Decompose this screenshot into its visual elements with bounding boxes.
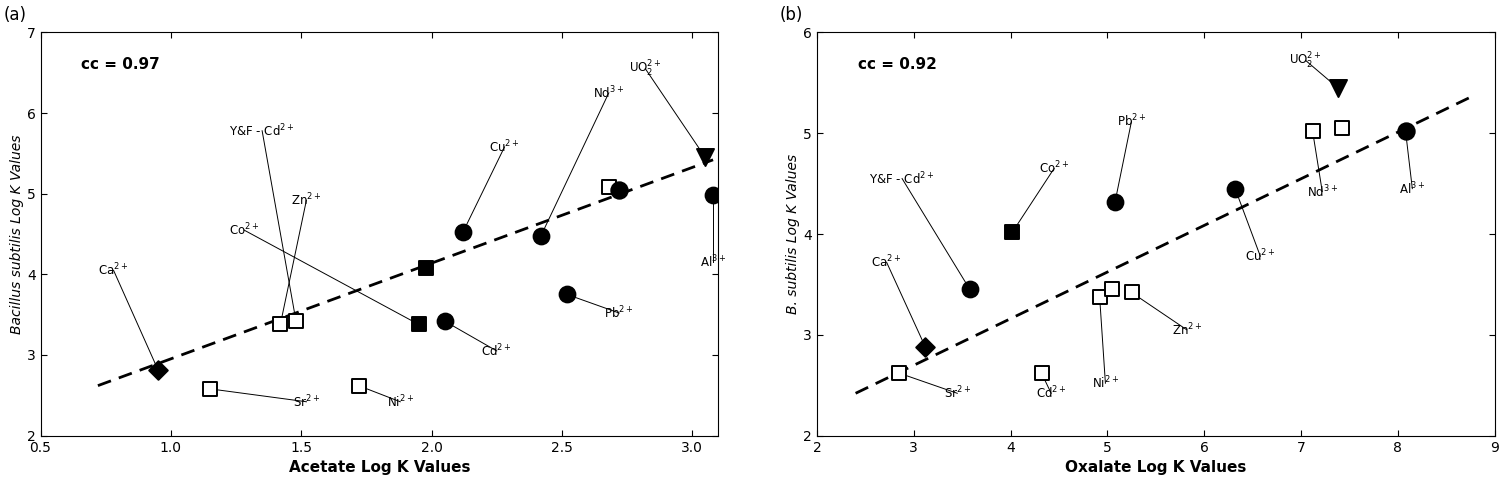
Point xyxy=(268,321,292,328)
Text: cc = 0.97: cc = 0.97 xyxy=(81,56,160,71)
Point xyxy=(346,382,370,389)
Point xyxy=(700,191,724,199)
X-axis label: Acetate Log K Values: Acetate Log K Values xyxy=(289,460,470,475)
Point xyxy=(1223,185,1247,192)
Text: (b): (b) xyxy=(780,6,803,24)
Point xyxy=(146,366,170,374)
Text: Nd$^{3+}$: Nd$^{3+}$ xyxy=(593,84,625,101)
Point xyxy=(693,154,717,161)
X-axis label: Oxalate Log K Values: Oxalate Log K Values xyxy=(1065,460,1247,475)
Point xyxy=(958,286,982,294)
Point xyxy=(596,183,620,191)
Text: Ca$^{2+}$: Ca$^{2+}$ xyxy=(98,262,128,279)
Text: Cd$^{2+}$: Cd$^{2+}$ xyxy=(1036,385,1066,402)
Y-axis label: B. subtilis Log K Values: B. subtilis Log K Values xyxy=(786,154,800,314)
Point xyxy=(556,291,580,298)
Text: UO$_2^{2+}$: UO$_2^{2+}$ xyxy=(1289,51,1322,71)
Point xyxy=(1330,124,1354,132)
Point xyxy=(1030,369,1054,377)
Point xyxy=(1393,127,1417,135)
Text: Ca$^{2+}$: Ca$^{2+}$ xyxy=(872,254,902,270)
Point xyxy=(1325,84,1349,92)
Text: Y&F - Cd$^{2+}$: Y&F - Cd$^{2+}$ xyxy=(869,170,935,187)
Point xyxy=(407,321,431,328)
Text: Pb$^{2+}$: Pb$^{2+}$ xyxy=(1117,113,1146,129)
Y-axis label: Bacillus subtilis Log K Values: Bacillus subtilis Log K Values xyxy=(11,134,24,334)
Text: Cd$^{2+}$: Cd$^{2+}$ xyxy=(482,343,512,359)
Point xyxy=(197,385,221,393)
Text: Zn$^{2+}$: Zn$^{2+}$ xyxy=(291,192,322,208)
Text: (a): (a) xyxy=(5,6,27,24)
Point xyxy=(285,317,309,325)
Text: Sr$^{2+}$: Sr$^{2+}$ xyxy=(944,385,971,402)
Point xyxy=(1087,293,1111,300)
Text: Sr$^{2+}$: Sr$^{2+}$ xyxy=(292,393,321,410)
Point xyxy=(1301,127,1325,135)
Text: Al$^{3+}$: Al$^{3+}$ xyxy=(700,254,726,270)
Text: Co$^{2+}$: Co$^{2+}$ xyxy=(1039,160,1069,177)
Point xyxy=(529,232,553,240)
Point xyxy=(414,264,438,272)
Text: Co$^{2+}$: Co$^{2+}$ xyxy=(229,222,259,238)
Text: Zn$^{2+}$: Zn$^{2+}$ xyxy=(1172,321,1202,338)
Text: Al$^{3+}$: Al$^{3+}$ xyxy=(1399,180,1426,197)
Text: cc = 0.92: cc = 0.92 xyxy=(857,56,937,71)
Text: Nd$^{3+}$: Nd$^{3+}$ xyxy=(1307,183,1337,200)
Text: UO$_2^{2+}$: UO$_2^{2+}$ xyxy=(630,59,661,79)
Text: Ni$^{2+}$: Ni$^{2+}$ xyxy=(1092,375,1119,391)
Text: Y&F - Cd$^{2+}$: Y&F - Cd$^{2+}$ xyxy=(229,122,295,139)
Point xyxy=(607,186,631,193)
Point xyxy=(1101,286,1125,294)
Text: Cu$^{2+}$: Cu$^{2+}$ xyxy=(1245,248,1276,265)
Text: Pb$^{2+}$: Pb$^{2+}$ xyxy=(604,305,634,321)
Point xyxy=(450,228,474,236)
Text: Ni$^{2+}$: Ni$^{2+}$ xyxy=(387,393,414,410)
Point xyxy=(1102,198,1126,206)
Point xyxy=(1119,289,1143,296)
Text: Cu$^{2+}$: Cu$^{2+}$ xyxy=(489,139,520,155)
Point xyxy=(913,343,937,351)
Point xyxy=(1000,228,1024,236)
Point xyxy=(432,317,456,325)
Point xyxy=(887,369,911,377)
